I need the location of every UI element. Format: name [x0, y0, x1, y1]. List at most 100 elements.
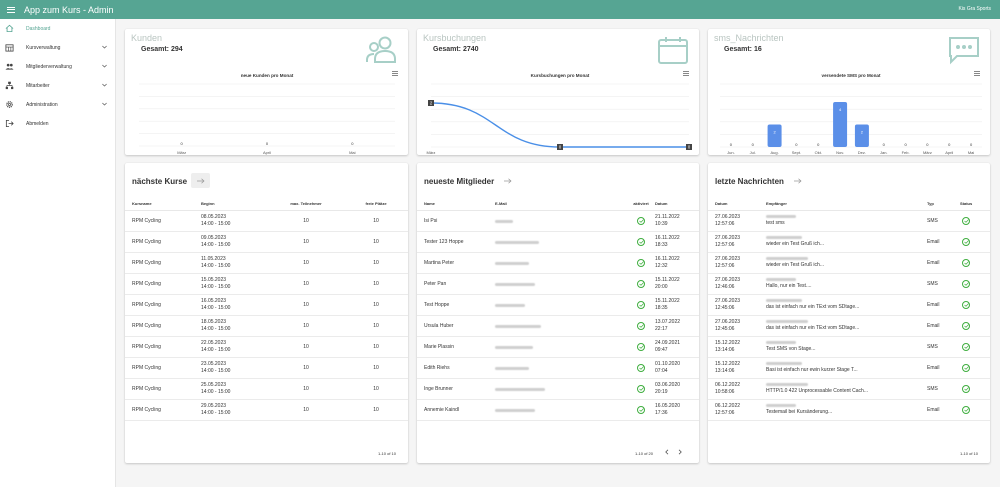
member-name: Ursula Huber — [424, 322, 454, 329]
column-header[interactable]: Datum — [715, 200, 728, 206]
table-row[interactable]: Tester 123 Hoppe 16.11.2022 18:33 — [417, 232, 699, 253]
table-row[interactable]: RPM Cycling 09.05.2023 14:00 - 15:00 10 10 — [125, 232, 408, 253]
recipient-redacted — [766, 383, 808, 386]
user-name[interactable]: Kis Gra Sports — [958, 6, 991, 12]
table-row[interactable]: RPM Cycling 15.05.2023 14:00 - 15:00 10 10 — [125, 274, 408, 295]
chart-menu-icon[interactable] — [392, 71, 398, 76]
x-tick-label: Aug. — [770, 150, 778, 155]
message-date: 06.12.2022 12:57:06 — [715, 400, 740, 420]
open-members-button[interactable] — [498, 173, 517, 188]
table-row[interactable]: RPM Cycling 22.05.2023 14:00 - 15:00 10 10 — [125, 337, 408, 358]
course-free: 10 — [373, 301, 379, 308]
member-date-day: 16.05.2020 — [655, 403, 681, 409]
column-header[interactable]: Datum — [655, 200, 668, 206]
course-date: 29.05.2023 — [201, 403, 227, 409]
column-header[interactable]: Status — [960, 200, 973, 206]
course-date: 16.05.2023 — [201, 298, 227, 304]
member-date: 24.09.2021 09:47 — [655, 337, 680, 357]
checkmark-icon — [637, 238, 645, 246]
table-row[interactable]: RPM Cycling 18.05.2023 14:00 - 15:00 10 10 — [125, 316, 408, 337]
table-row[interactable]: Inge Brunner 03.06.2020 20:19 — [417, 379, 699, 400]
data-label: 0 — [926, 142, 929, 147]
table-row[interactable]: RPM Cycling 11.05.2023 14:00 - 15:00 10 10 — [125, 253, 408, 274]
table-row[interactable]: 27.06.2023 12:57:06 wieder ein Test Gruß i… — [708, 253, 990, 274]
table-row[interactable]: Peter Pan 15.11.2022 20:00 — [417, 274, 699, 295]
column-header[interactable]: Kursname — [132, 200, 152, 206]
table-row[interactable]: 27.06.2023 12:57:06 wieder ein Test Gruß i… — [708, 232, 990, 253]
column-header[interactable]: freie Plätze — [365, 200, 387, 206]
member-date-day: 21.11.2022 — [655, 214, 680, 220]
chevron-down-icon[interactable] — [102, 45, 107, 49]
table-row[interactable]: 15.12.2022 13:14:06 Test SMS von Stage... S… — [708, 337, 990, 358]
data-label: 0 — [795, 142, 798, 147]
chevron-down-icon[interactable] — [102, 102, 107, 106]
table-card-title: nächste Kurse — [132, 177, 188, 186]
table-row[interactable]: RPM Cycling 29.05.2023 14:00 - 15:00 10 10 — [125, 400, 408, 421]
bar[interactable] — [854, 124, 869, 148]
table-row[interactable]: RPM Cycling 25.05.2023 14:00 - 15:00 10 10 — [125, 379, 408, 400]
table-row[interactable]: 27.06.2023 12:45:06 das ist einfach nur ei… — [708, 295, 990, 316]
bar[interactable] — [833, 102, 848, 147]
table-row[interactable]: Marie Plassin 24.09.2021 09:47 — [417, 337, 699, 358]
column-header[interactable]: Beginn — [201, 200, 215, 206]
table-row[interactable]: RPM Cycling 08.05.2023 14:00 - 15:00 10 10 — [125, 211, 408, 232]
sidebar-item-mitarbeiter[interactable]: Mitarbeiter — [0, 76, 115, 95]
table-row[interactable]: 06.12.2022 12:57:06 Testemail bei Kursände… — [708, 400, 990, 421]
member-date: 16.11.2022 18:33 — [655, 232, 680, 252]
calendar-grid-icon — [5, 43, 14, 52]
member-email-redacted — [495, 379, 545, 399]
message-date: 27.06.2023 12:45:06 — [715, 316, 740, 336]
sidebar-item-kursverwaltung[interactable]: Kursverwaltung — [0, 38, 115, 57]
open-courses-button[interactable] — [191, 173, 210, 188]
member-date-day: 16.11.2022 — [655, 256, 680, 262]
table-row[interactable]: Annemie Kaindl 16.05.2020 17:36 — [417, 400, 699, 421]
chart-menu-icon[interactable] — [974, 71, 980, 76]
message-date: 06.12.2022 10:58:06 — [715, 379, 740, 399]
hamburger-menu-icon[interactable] — [7, 6, 15, 13]
bar[interactable] — [767, 124, 782, 148]
column-header[interactable]: E-Mail — [495, 200, 507, 206]
column-header[interactable]: Typ — [927, 200, 934, 206]
table-row[interactable]: 15.12.2022 13:14:06 Basi ist einfach nur e… — [708, 358, 990, 379]
table-row[interactable]: Isi Psi 21.11.2022 10:39 — [417, 211, 699, 232]
chevron-down-icon[interactable] — [102, 83, 107, 87]
table-row[interactable]: 06.12.2022 10:58:06 HTTP/1.0 422 Unprocess… — [708, 379, 990, 400]
message-preview: wieder ein Test Gruß ich... — [766, 241, 824, 247]
table-row[interactable]: 27.06.2023 12:46:06 Hallo, nur ein Test...… — [708, 274, 990, 295]
sidebar-item-administration[interactable]: Administration — [0, 95, 115, 114]
data-label: 0 — [181, 141, 184, 146]
table-row[interactable]: RPM Cycling 23.05.2023 14:00 - 15:00 10 10 — [125, 358, 408, 379]
table-row[interactable]: Edith Riehs 01.10.2020 07:04 — [417, 358, 699, 379]
table-row[interactable]: RPM Cycling 16.05.2023 14:00 - 15:00 10 10 — [125, 295, 408, 316]
sidebar-item-label: Dashboard — [26, 25, 51, 32]
message-date-time: 13:14:06 — [715, 368, 735, 374]
checkmark-icon — [637, 364, 645, 372]
table-row[interactable]: Test Hoppe 15.11.2022 18:35 — [417, 295, 699, 316]
chevron-down-icon[interactable] — [102, 64, 107, 68]
course-max: 10 — [303, 322, 309, 329]
sidebar-item-label: Abmelden — [26, 120, 49, 127]
chevron-right-icon[interactable] — [677, 449, 683, 455]
chart-menu-icon[interactable] — [683, 71, 689, 76]
course-free: 10 — [373, 406, 379, 413]
table-row[interactable]: Martina Peter 16.11.2022 12:32 — [417, 253, 699, 274]
column-header[interactable]: aktiviert — [633, 200, 649, 206]
chevron-left-icon[interactable] — [664, 449, 670, 455]
column-header[interactable]: Name — [424, 200, 435, 206]
sidebar-item-mitgliederverwaltung[interactable]: Mitgliederverwaltung — [0, 57, 115, 76]
table-row[interactable]: 27.06.2023 12:45:06 das ist einfach nur ei… — [708, 316, 990, 337]
message-status — [962, 358, 970, 378]
sidebar-item-dashboard[interactable]: Dashboard — [0, 19, 115, 38]
member-activated — [623, 232, 659, 252]
message-type: Email — [927, 406, 940, 413]
table-row[interactable]: Ursula Huber 13.07.2022 22:17 — [417, 316, 699, 337]
open-messages-button[interactable] — [788, 173, 807, 188]
column-header[interactable]: max. Teilnehmer — [290, 200, 322, 206]
message-date-day: 15.12.2022 — [715, 361, 741, 367]
message-preview: HTTP/1.0 422 Unprocessable Content Cach.… — [766, 388, 868, 394]
course-name: RPM Cycling — [132, 322, 161, 329]
column-header[interactable]: Empfänger — [766, 200, 787, 206]
table-row[interactable]: 27.06.2023 12:57:06 test sms SMS — [708, 211, 990, 232]
sidebar-item-abmelden[interactable]: Abmelden — [0, 114, 115, 133]
stat-card-title: Kursbuchungen — [423, 33, 487, 43]
